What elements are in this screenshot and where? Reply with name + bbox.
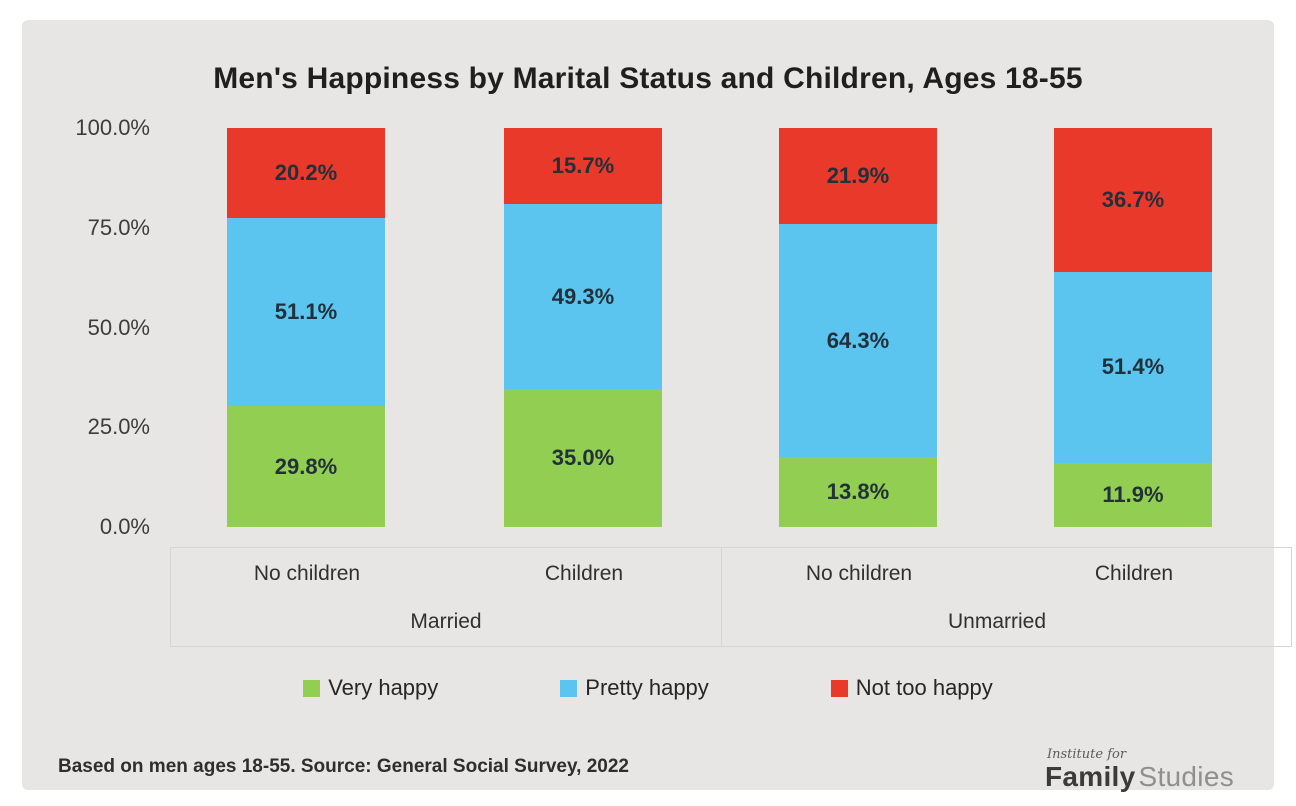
bar-unmarried-no-children: 21.9% 64.3% 13.8% [779,128,937,527]
legend-swatch-icon [830,679,848,697]
bar-value-label: 20.2% [274,160,338,186]
bar-segment-very-happy: 35.0% [504,388,662,527]
category-label: Children [1094,562,1174,585]
bar-segment-very-happy: 29.8% [227,406,385,528]
bar-value-label: 11.9% [1102,481,1164,507]
logo-studies-text: Studies [1138,761,1234,792]
bar-value-label: 51.4% [1101,354,1165,380]
bar-segment-not-too-happy: 36.7% [1054,128,1212,272]
logo-wordmark: Family Studies [1045,762,1234,792]
group-label-unmarried: Unmarried [947,610,1047,633]
y-axis-tick-label: 100.0% [75,115,150,140]
bar-segment-very-happy: 11.9% [1054,462,1212,528]
y-axis-tick-label: 25.0% [87,414,150,440]
bar-segment-very-happy: 13.8% [779,456,937,527]
legend-swatch-icon [303,679,321,697]
chart-title: Men's Happiness by Marital Status and Ch… [213,62,1083,95]
legend-label: Pretty happy [585,675,709,700]
category-label: No children [253,562,361,585]
bar-segment-pretty-happy: 51.1% [227,218,385,407]
bar-segment-not-too-happy: 21.9% [779,128,937,225]
bar-value-label: 36.7% [1101,186,1165,212]
bar-segment-not-too-happy: 20.2% [227,128,385,219]
group-label-married: Married [410,610,482,633]
legend-swatch-icon [560,679,578,697]
y-axis-tick-label: 75.0% [87,214,150,240]
ifs-logo: Institute for Family Studies [1045,747,1234,792]
bar-married-no-children: 20.2% 51.1% 29.8% [227,128,385,528]
category-label: No children [805,562,913,585]
bar-value-label: 49.3% [551,283,615,309]
x-axis-area: No children Children No children Children Ma… [170,547,1292,647]
bar-value-label: 51.1% [274,299,338,325]
bar-value-label: 64.3% [826,327,890,353]
bar-segment-not-too-happy: 15.7% [504,128,662,205]
logo-family-text: Family [1044,761,1136,792]
category-label: Children [544,562,624,585]
logo-institute-for: Institute for [1046,747,1127,762]
group-divider [721,548,722,646]
y-axis-tick-label: 0.0% [99,514,150,539]
bar-value-label: 21.9% [826,163,890,189]
y-axis-tick-label: 50.0% [87,314,150,340]
legend-item-not-too-happy: Not too happy [830,675,993,701]
bar-segment-pretty-happy: 64.3% [779,224,937,457]
bar-value-label: 13.8% [826,478,890,504]
bar-segment-pretty-happy: 49.3% [504,204,662,389]
legend: Very happy Pretty happy Not too happy [22,675,1274,701]
legend-item-pretty-happy: Pretty happy [560,675,709,701]
legend-label: Not too happy [855,675,993,700]
bar-married-children: 15.7% 49.3% 35.0% [504,128,662,527]
bar-value-label: 15.7% [551,153,615,179]
bar-value-label: 35.0% [551,444,615,470]
bar-unmarried-children: 36.7% 51.4% 11.9% [1054,128,1212,528]
source-note: Based on men ages 18-55. Source: General… [58,756,629,777]
chart-panel: Men's Happiness by Marital Status and Ch… [22,20,1292,792]
legend-item-very-happy: Very happy [303,675,438,701]
bar-value-label: 29.8% [274,453,338,479]
bar-segment-pretty-happy: 51.4% [1054,271,1212,463]
legend-label: Very happy [328,675,439,700]
